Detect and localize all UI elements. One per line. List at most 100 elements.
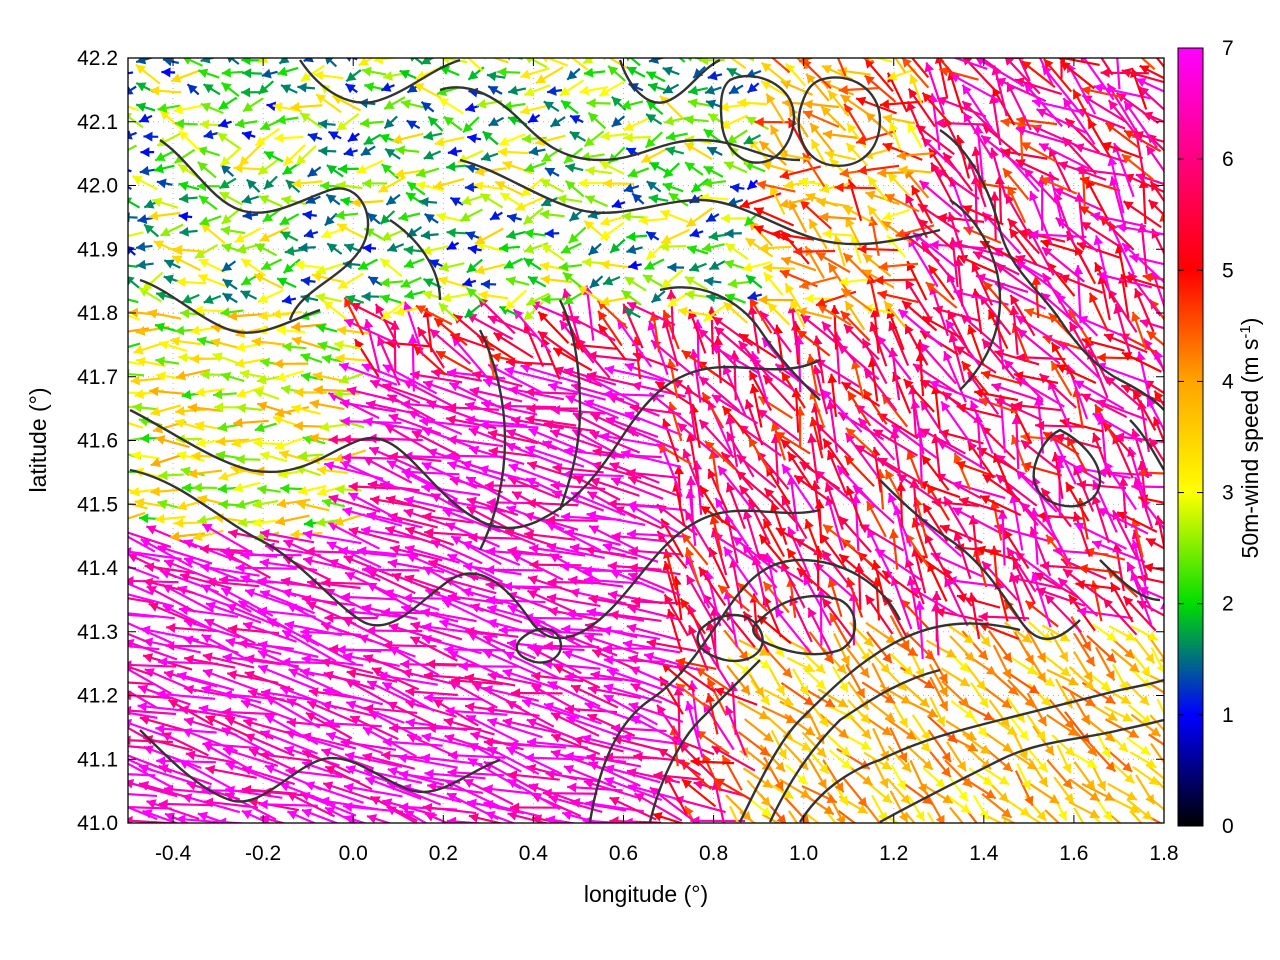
- wind-arrow: [907, 795, 926, 822]
- wind-arrow-head: [1089, 809, 1100, 818]
- wind-arrow: [138, 781, 192, 800]
- wind-arrow-head: [325, 765, 336, 775]
- wind-arrow-head: [264, 715, 276, 724]
- wind-arrow: [931, 590, 942, 642]
- wind-arrow-shaft: [343, 785, 403, 798]
- wind-arrow-shaft: [441, 599, 499, 628]
- wind-arrow-head: [1063, 569, 1074, 579]
- wind-arrow-head: [785, 714, 797, 724]
- wind-arrow-head: [166, 622, 176, 633]
- wind-arrow-head: [254, 422, 265, 433]
- wind-arrow: [1132, 765, 1160, 786]
- wind-arrow-shaft: [128, 721, 178, 742]
- wind-arrow-head: [101, 795, 111, 804]
- wind-arrow: [339, 460, 395, 488]
- wind-arrow: [1051, 734, 1076, 757]
- wind-arrow-shaft: [178, 759, 235, 791]
- wind-arrow: [628, 702, 684, 724]
- wind-arrow-head: [1129, 804, 1140, 813]
- wind-arrow-head: [935, 814, 945, 823]
- wind-arrow-head: [1087, 745, 1097, 756]
- wind-arrow: [824, 482, 844, 530]
- wind-arrow-head: [543, 702, 554, 712]
- wind-arrow-head: [155, 723, 165, 734]
- wind-arrow-shaft: [583, 780, 638, 799]
- wind-arrow-shaft: [221, 710, 277, 716]
- wind-arrow-head: [486, 546, 496, 557]
- wind-arrow: [427, 781, 483, 794]
- wind-arrow-head: [931, 590, 942, 600]
- wind-arrow-head: [276, 498, 287, 509]
- wind-arrow-head: [1086, 758, 1097, 768]
- wind-arrow-head: [583, 779, 594, 789]
- wind-arrow: [597, 323, 627, 361]
- wind-arrow: [146, 799, 200, 820]
- wind-arrow-head: [1145, 793, 1155, 805]
- wind-arrow-shaft: [158, 802, 214, 807]
- wind-arrow-head: [838, 728, 849, 739]
- wind-arrow-head: [342, 506, 353, 517]
- wind-arrow-head: [758, 824, 768, 833]
- wind-arrow-shaft: [202, 742, 260, 750]
- wind-arrow-shaft: [505, 746, 563, 775]
- wind-arrow-head: [324, 718, 335, 729]
- wind-arrow-head: [915, 810, 925, 822]
- wind-arrow: [927, 729, 952, 763]
- wind-arrow-head: [485, 704, 496, 715]
- wind-arrow: [866, 781, 893, 804]
- wind-arrow: [324, 765, 373, 791]
- wind-arrow: [711, 745, 756, 772]
- wind-arrow: [841, 776, 869, 808]
- wind-arrow-head: [382, 737, 393, 748]
- wind-arrow: [828, 749, 852, 770]
- wind-arrow-shaft: [444, 734, 499, 755]
- wind-arrow: [837, 411, 885, 441]
- wind-arrow: [581, 734, 642, 754]
- wind-arrow: [154, 322, 176, 333]
- wind-arrow-shaft: [366, 814, 393, 823]
- wind-arrow: [1068, 800, 1101, 819]
- wind-arrow-shaft: [526, 740, 588, 749]
- wind-arrow-shaft: [865, 805, 882, 823]
- wind-arrow: [306, 700, 358, 724]
- wind-arrow: [563, 765, 617, 789]
- wind-arrow: [128, 773, 156, 777]
- wind-arrow-head: [321, 354, 332, 364]
- wind-arrow: [1073, 761, 1096, 791]
- wind-arrow: [1081, 782, 1116, 802]
- wind-arrow-head: [905, 730, 917, 740]
- wind-arrow: [526, 737, 588, 749]
- wind-arrow-head: [961, 777, 972, 788]
- wind-arrow: [420, 753, 483, 766]
- wind-arrow-head: [1044, 745, 1054, 756]
- wind-arrow-head: [941, 751, 951, 762]
- wind-arrow-head: [760, 694, 770, 705]
- wind-arrow: [766, 781, 795, 800]
- wind-arrow: [526, 718, 580, 742]
- wind-arrow-head: [818, 716, 829, 727]
- wind-arrow: [465, 714, 520, 743]
- wind-arrow-head: [97, 609, 106, 619]
- wind-arrow: [345, 700, 405, 724]
- wind-arrow: [128, 421, 144, 429]
- wind-arrow-head: [410, 370, 420, 381]
- wind-arrow-head: [838, 795, 848, 806]
- wind-arrow-head: [1128, 728, 1139, 738]
- wind-arrow-head: [901, 761, 912, 772]
- wind-arrow: [340, 738, 397, 751]
- wind-arrow-head: [149, 386, 159, 397]
- wind-arrow-head: [836, 814, 846, 823]
- wind-arrow-head: [790, 321, 801, 331]
- wind-arrow-head: [307, 700, 318, 710]
- wind-arrow-head: [804, 726, 815, 736]
- wind-arrow-head: [762, 778, 773, 788]
- wind-arrow-head: [399, 802, 409, 813]
- wind-arrow-head: [1104, 827, 1114, 837]
- wind-arrow-head: [543, 641, 553, 652]
- wind-arrow-head: [542, 788, 552, 799]
- wind-arrow-head: [116, 467, 125, 477]
- wind-arrow-head: [305, 712, 317, 722]
- wind-arrow: [583, 779, 638, 799]
- wind-arrow-head: [136, 356, 146, 367]
- wind-arrow: [729, 805, 740, 823]
